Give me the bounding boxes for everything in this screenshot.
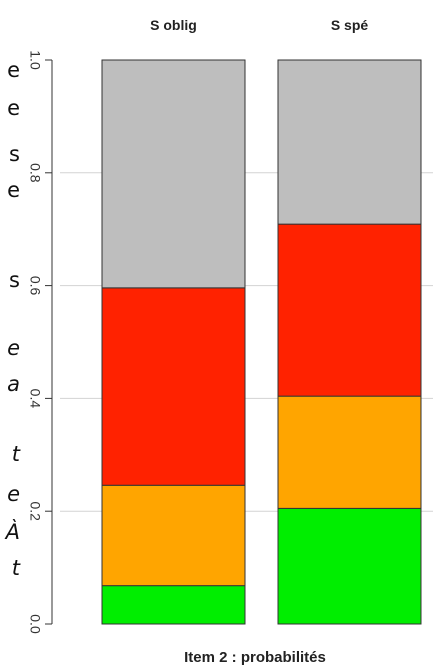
clipped-text-fragment: e bbox=[7, 58, 20, 82]
bar-segment bbox=[277, 59, 422, 225]
x-axis-title: Item 2 : probabilités bbox=[184, 649, 326, 666]
clipped-text-fragment: À bbox=[5, 520, 20, 544]
y-ticks: 0.0 0.2 0.4 0.6 0.8 1.0 bbox=[27, 50, 52, 634]
category-label: S spé bbox=[331, 17, 369, 33]
clipped-text-fragment: a bbox=[7, 372, 20, 396]
clipped-text-fragment: t bbox=[11, 442, 20, 466]
category-labels: S oblig S spé bbox=[150, 17, 368, 33]
y-tick-label: 0.0 bbox=[27, 614, 43, 634]
bar-segment bbox=[101, 585, 246, 625]
clipped-text-fragment: e bbox=[7, 336, 20, 360]
clipped-text-fragment: s bbox=[9, 142, 20, 166]
clipped-text-fragment: s bbox=[9, 268, 20, 292]
bar-segment bbox=[101, 484, 246, 587]
y-tick-label: 0.4 bbox=[27, 389, 43, 409]
clipped-text-fragment: e bbox=[7, 96, 20, 120]
bars bbox=[101, 59, 422, 625]
clipped-text-fragment: e bbox=[7, 178, 20, 202]
clipped-text-fragment: t bbox=[11, 556, 20, 580]
bar-segment bbox=[101, 287, 246, 486]
bar-segment bbox=[277, 507, 422, 625]
bar-segment bbox=[101, 59, 246, 289]
bar-segment bbox=[277, 395, 422, 509]
y-tick-label: 0.6 bbox=[27, 276, 43, 296]
y-tick-label: 0.2 bbox=[27, 501, 43, 521]
category-label: S oblig bbox=[150, 17, 197, 33]
clipped-text-fragment: e bbox=[7, 482, 20, 506]
bar-segment bbox=[277, 223, 422, 397]
y-tick-label: 1.0 bbox=[27, 50, 43, 70]
y-tick-label: 0.8 bbox=[27, 163, 43, 183]
